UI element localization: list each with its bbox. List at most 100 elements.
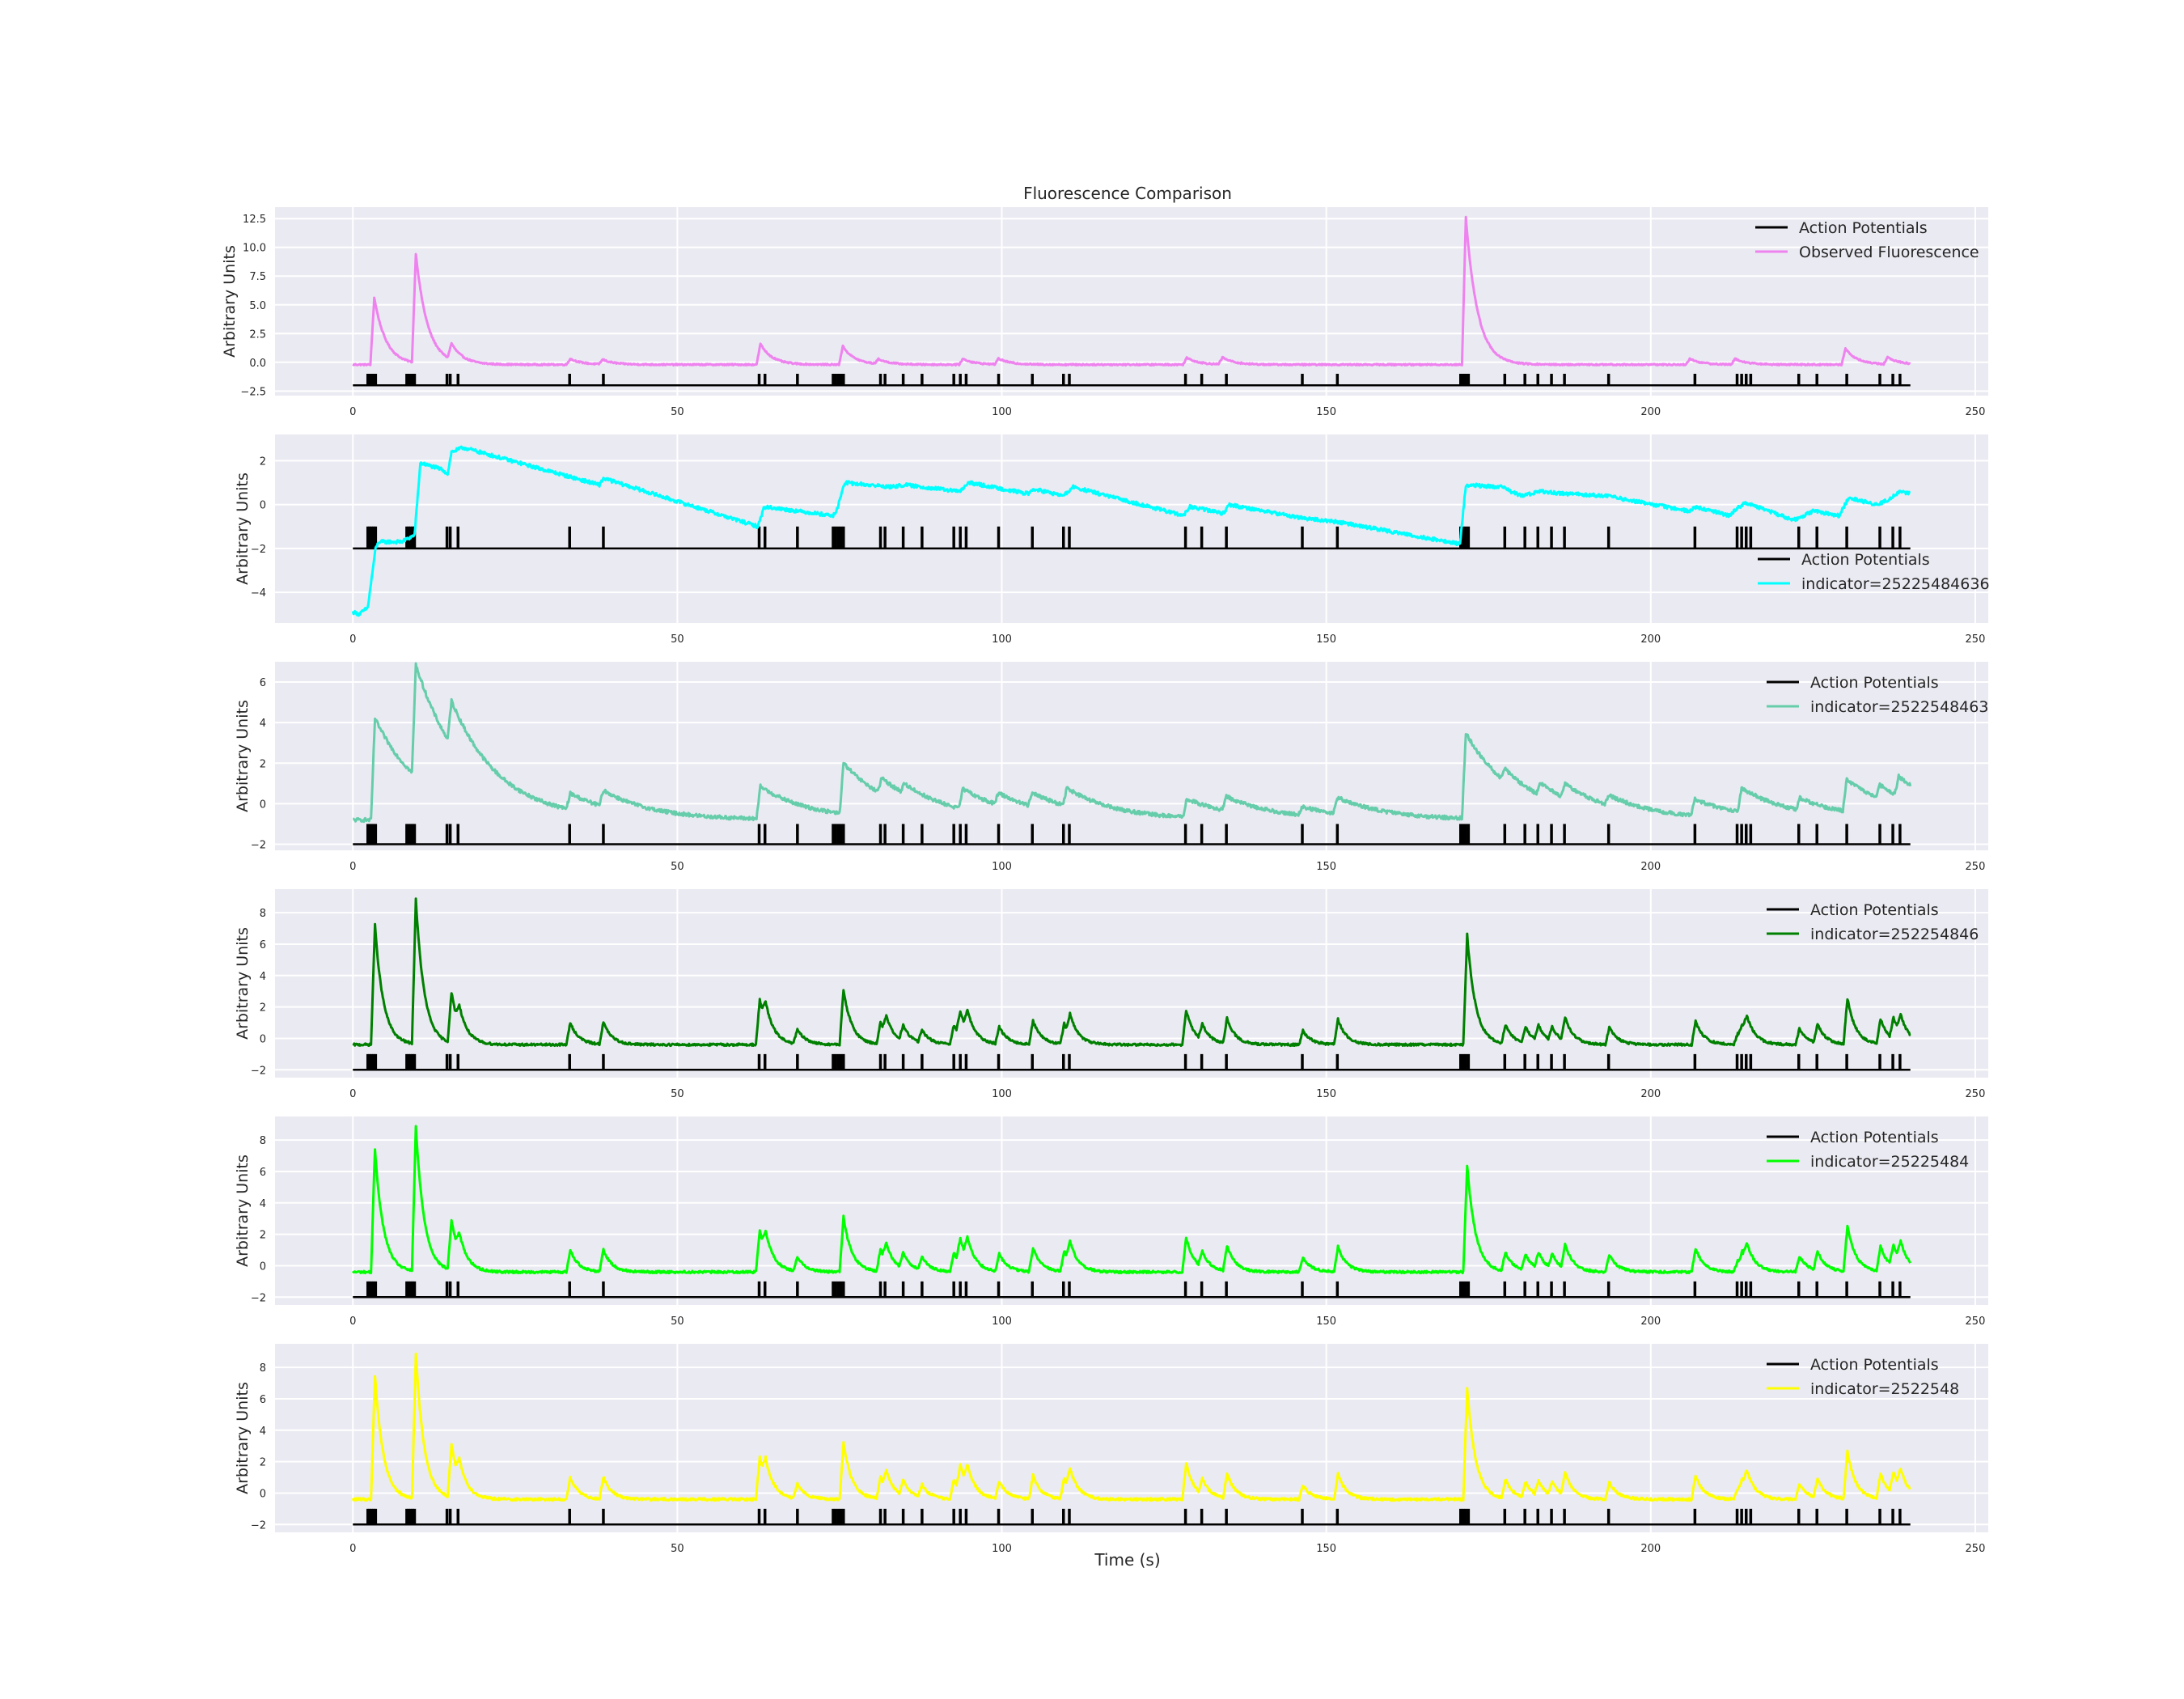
y-tick-label: 8 — [260, 1135, 266, 1147]
x-tick-label: 250 — [1966, 1088, 1986, 1100]
legend: Action Potentials indicator=25225484 — [1767, 1129, 1969, 1171]
y-tick-label: 6 — [260, 1167, 266, 1179]
y-tick-label: 6 — [260, 677, 266, 689]
y-axis-label: Arbitrary Units — [234, 1155, 252, 1267]
x-tick-label: 100 — [992, 633, 1012, 646]
y-tick-label: 0 — [260, 500, 266, 512]
x-tick-label: 200 — [1640, 1543, 1661, 1555]
y-axis-label: Arbitrary Units — [234, 927, 252, 1040]
subplot-5: 0 50 100 150 200 250 −2 0 2 4 6 8 Arbitrary Units Act… — [234, 1116, 1988, 1328]
x-tick-label: 50 — [671, 633, 684, 646]
y-tick-label: 2 — [260, 1002, 266, 1015]
y-tick-label: 4 — [260, 971, 266, 983]
x-tick-label: 150 — [1316, 861, 1336, 873]
x-tick-label: 50 — [671, 406, 684, 418]
plot-content — [352, 1125, 1912, 1299]
y-tick-label: 0 — [260, 1260, 266, 1273]
y-tick-label: 0 — [260, 1488, 266, 1500]
y-tick-label: 2.5 — [249, 328, 266, 341]
legend: Action Potentials indicator=2522548 — [1767, 1356, 1959, 1398]
subplot-panels: 0 50 100 150 200 250−2.50.02.55.07.510.012.5A… — [221, 207, 1990, 1555]
legend-label: Observed Fluorescence — [1799, 244, 1979, 261]
legend-label: Action Potentials — [1810, 1356, 1939, 1374]
x-tick-label: 100 — [992, 406, 1012, 418]
x-tick-label: 150 — [1316, 1316, 1336, 1328]
legend-label: indicator=2522548 — [1810, 1380, 1959, 1398]
x-tick-label: 250 — [1966, 861, 1986, 873]
fluorescence-trace — [351, 445, 1911, 617]
x-tick-label: 50 — [671, 1543, 684, 1555]
y-axis-label: Arbitrary Units — [221, 245, 239, 358]
x-tick-label: 0 — [349, 1088, 356, 1100]
plot-area — [275, 434, 1988, 623]
plot-area — [275, 889, 1988, 1078]
fluorescence-trace — [352, 897, 1911, 1048]
legend: Action Potentials indicator=25225484636 — [1758, 551, 1990, 593]
x-tick-label: 250 — [1966, 1316, 1986, 1328]
y-tick-label: 8 — [260, 908, 266, 920]
legend: Action Potentials indicator=2522548463 — [1767, 674, 1988, 716]
y-tick-label: 7.5 — [249, 271, 266, 283]
y-tick-label: 0.0 — [249, 358, 266, 370]
y-tick-label: 2 — [260, 1457, 266, 1469]
plot-content — [351, 1352, 1911, 1526]
x-axis-label: Time (s) — [1094, 1550, 1160, 1570]
x-tick-label: 150 — [1316, 633, 1336, 646]
y-axis-label: Arbitrary Units — [234, 1382, 252, 1494]
plot-content — [351, 445, 1911, 617]
x-tick-label: 0 — [349, 406, 356, 418]
legend-label: indicator=25225484 — [1810, 1153, 1969, 1171]
y-tick-label: 12.5 — [243, 214, 266, 226]
subplot-6: 0 50 100 150 200 250 −2 0 2 4 6 8 Arbitrary Units Act… — [234, 1344, 1988, 1555]
subplot-3: 0 50 100 150 200 250 −2 0 2 4 6 Arbitrary Units Acti… — [234, 662, 1988, 873]
x-tick-label: 150 — [1316, 1088, 1336, 1100]
y-tick-label: 0 — [260, 799, 266, 811]
plot-area — [275, 1344, 1988, 1532]
y-tick-label: 4 — [260, 718, 266, 730]
legend: Action Potentials indicator=252254846 — [1767, 901, 1979, 943]
legend-label: Action Potentials — [1801, 551, 1930, 569]
y-tick-label: 8 — [260, 1362, 266, 1375]
legend-label: Action Potentials — [1810, 1129, 1939, 1146]
fluorescence-trace — [352, 1125, 1912, 1275]
x-tick-label: 200 — [1640, 1316, 1661, 1328]
legend-label: indicator=252254846 — [1810, 926, 1979, 943]
x-tick-label: 200 — [1640, 861, 1661, 873]
x-tick-label: 200 — [1640, 406, 1661, 418]
x-tick-label: 100 — [992, 861, 1012, 873]
x-tick-label: 250 — [1966, 633, 1986, 646]
y-axis-label: Arbitrary Units — [234, 700, 252, 812]
legend-label: Action Potentials — [1799, 219, 1928, 237]
plot-area — [275, 662, 1988, 850]
y-tick-label: 2 — [260, 456, 266, 468]
y-tick-label: 0 — [260, 1033, 266, 1045]
x-tick-label: 100 — [992, 1543, 1012, 1555]
fluorescence-trace — [352, 215, 1911, 366]
plot-area — [275, 1116, 1988, 1305]
x-tick-label: 0 — [349, 1543, 356, 1555]
x-tick-label: 50 — [671, 861, 684, 873]
y-tick-label: 2 — [260, 758, 266, 770]
fluorescence-trace — [351, 1352, 1911, 1502]
x-tick-label: 250 — [1966, 1543, 1986, 1555]
y-tick-label: −4 — [251, 587, 266, 600]
y-tick-label: 4 — [260, 1198, 266, 1210]
y-tick-label: −2.5 — [240, 386, 266, 398]
x-tick-label: 50 — [671, 1316, 684, 1328]
y-tick-label: 10.0 — [243, 243, 266, 255]
legend: Action Potentials Observed Fluorescence — [1755, 219, 1979, 261]
y-tick-label: 5.0 — [249, 300, 266, 312]
plot-content — [352, 662, 1912, 845]
figure-title: Fluorescence Comparison — [1023, 184, 1232, 203]
y-tick-label: −2 — [251, 1292, 266, 1304]
y-tick-label: 2 — [260, 1230, 266, 1242]
x-tick-label: 100 — [992, 1316, 1012, 1328]
subplot-1: 0 50 100 150 200 250 −2.5 0.0 2.5 5.0 7.5 10.0 12.5 A… — [221, 207, 1988, 418]
x-tick-label: 150 — [1316, 1543, 1336, 1555]
x-tick-label: 200 — [1640, 1088, 1661, 1100]
legend-label: indicator=2522548463 — [1810, 698, 1988, 716]
legend-label: indicator=25225484636 — [1801, 575, 1990, 593]
legend-label: Action Potentials — [1810, 901, 1939, 919]
x-tick-label: 250 — [1966, 406, 1986, 418]
